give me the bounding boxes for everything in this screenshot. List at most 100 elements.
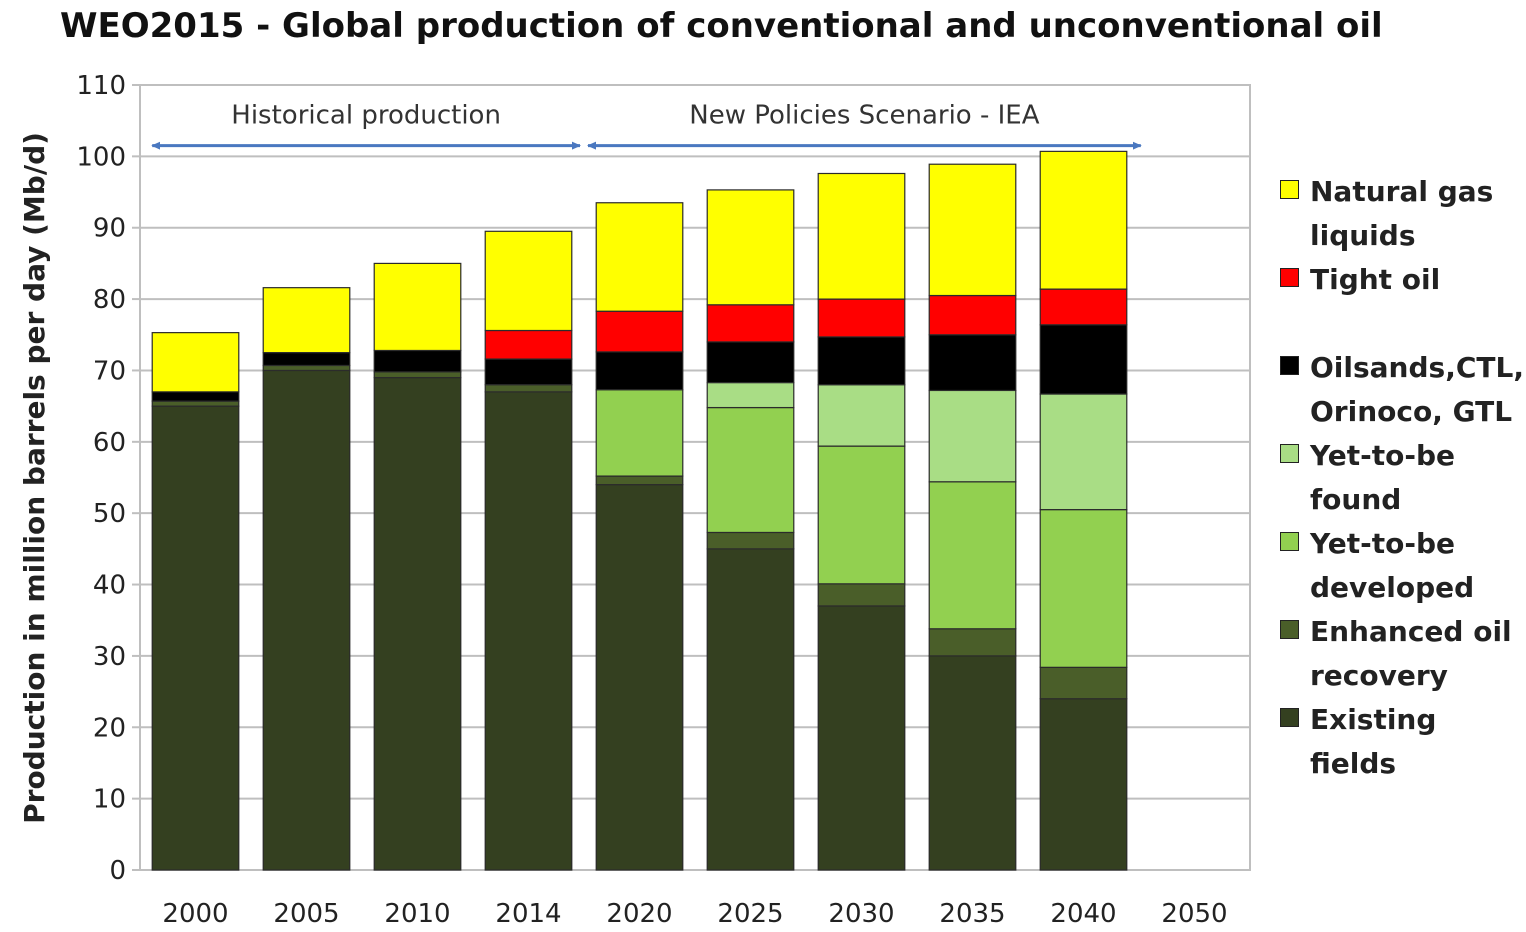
bar-segment	[928, 628, 1017, 657]
y-tick-label: 40	[93, 571, 126, 601]
x-tick-label: 2035	[939, 899, 1005, 929]
x-tick-label: 2040	[1050, 899, 1116, 929]
period-label: New Policies Scenario - IEA	[689, 101, 1039, 131]
bar-segment	[1039, 509, 1128, 668]
bar-segment	[817, 172, 906, 300]
legend-label: Oilsands,CTL, Orinoco, GTL	[1310, 351, 1524, 428]
bar-segment	[151, 400, 240, 407]
bar-segment	[928, 655, 1017, 871]
y-tick-label: 80	[93, 285, 126, 315]
y-tick-label: 70	[93, 356, 126, 386]
bar-segment	[706, 381, 795, 409]
bar-segment	[928, 481, 1017, 630]
bar-segment	[151, 405, 240, 871]
bar-segment	[595, 475, 684, 486]
bar-segment	[484, 230, 573, 332]
legend-swatch	[1280, 532, 1299, 551]
x-tick-label: 2005	[273, 899, 339, 929]
bar-segment	[1039, 324, 1128, 395]
bar-segment	[595, 389, 684, 477]
x-tick-label: 2025	[717, 899, 783, 929]
bar-segment	[484, 358, 573, 386]
bar-segment	[595, 351, 684, 391]
bar-segment	[484, 329, 573, 360]
bar-segment	[262, 352, 351, 367]
y-tick-label: 100	[76, 142, 126, 172]
bar-segment	[151, 391, 240, 402]
y-axis-title: Production in million barrels per day (M…	[18, 132, 51, 824]
legend-swatch	[1280, 268, 1299, 287]
bar-segment	[928, 294, 1017, 336]
bar-segment	[262, 364, 351, 372]
bar-segment	[706, 189, 795, 306]
bar-segment	[817, 605, 906, 871]
bar-segment	[151, 332, 240, 393]
x-tick-label: 2010	[384, 899, 450, 929]
legend-item-existing-fields: Existing fields	[1278, 698, 1526, 786]
bar-segment	[484, 391, 573, 871]
legend-swatch	[1280, 444, 1299, 463]
legend-item-oilsands: Oilsands,CTL, Orinoco, GTL	[1278, 346, 1526, 434]
bar-segment	[1039, 666, 1128, 700]
bar-segment	[373, 376, 462, 871]
bar-segment	[595, 310, 684, 353]
bars	[151, 150, 1128, 871]
legend-label: Yet-to-be found	[1310, 439, 1455, 516]
bar-segment	[262, 287, 351, 354]
y-tick-label: 30	[93, 642, 126, 672]
period-label: Historical production	[231, 101, 501, 131]
bar-segment	[373, 371, 462, 379]
bar-segment	[706, 531, 795, 550]
bar-segment	[1039, 393, 1128, 511]
bar-segment	[595, 202, 684, 312]
bar-segment	[1039, 698, 1128, 871]
bar-segment	[373, 349, 462, 373]
legend-label: Enhanced oil recovery	[1310, 615, 1512, 692]
bar-segment	[595, 484, 684, 871]
legend-item-tight-oil: Tight oil	[1278, 258, 1526, 302]
x-tick-label: 2014	[495, 899, 561, 929]
legend: Natural gas liquids Tight oil Oilsands,C…	[1278, 170, 1526, 786]
bar-segment	[373, 262, 462, 352]
annotations: Historical production New Policies Scenar…	[151, 101, 1142, 150]
legend-item-yet-to-be-developed: Yet-to-be developed	[1278, 522, 1526, 610]
y-tick-label: 0	[109, 856, 126, 886]
bar-segment	[817, 384, 906, 447]
chart-title: WEO2015 - Global production of conventio…	[60, 6, 1383, 46]
bar-segment	[262, 369, 351, 871]
bar-segment	[817, 336, 906, 386]
bar-segment	[928, 163, 1017, 297]
y-tick-label: 50	[93, 499, 126, 529]
bar-segment	[484, 384, 573, 393]
y-tick-label: 90	[93, 214, 126, 244]
y-tick-label: 20	[93, 713, 126, 743]
x-tick-label: 2050	[1161, 899, 1227, 929]
bar-segment	[928, 334, 1017, 392]
y-tick-label: 60	[93, 428, 126, 458]
bar-segment	[706, 548, 795, 871]
bar-segment	[928, 389, 1017, 483]
bar-segment	[706, 304, 795, 343]
legend-swatch	[1280, 356, 1299, 375]
legend-swatch	[1280, 708, 1299, 727]
bar-segment	[817, 298, 906, 338]
y-tick-label: 110	[76, 71, 126, 101]
legend-label: Natural gas liquids	[1310, 175, 1494, 252]
legend-swatch	[1280, 180, 1299, 199]
legend-item-enhanced-oil-recovery: Enhanced oil recovery	[1278, 610, 1526, 698]
x-tick-label: 2000	[162, 899, 228, 929]
bar-segment	[706, 406, 795, 534]
legend-item-natural-gas-liquids: Natural gas liquids	[1278, 170, 1526, 258]
legend-item-yet-to-be-found: Yet-to-be found	[1278, 434, 1526, 522]
bar-segment	[1039, 150, 1128, 290]
y-tick-label: 10	[93, 785, 126, 815]
legend-label: Existing fields	[1310, 703, 1437, 780]
legend-label: Yet-to-be developed	[1310, 527, 1475, 604]
legend-swatch	[1280, 620, 1299, 639]
bar-segment	[817, 583, 906, 607]
bar-segment	[817, 445, 906, 585]
x-tick-label: 2030	[828, 899, 894, 929]
legend-label: Tight oil	[1310, 263, 1441, 296]
